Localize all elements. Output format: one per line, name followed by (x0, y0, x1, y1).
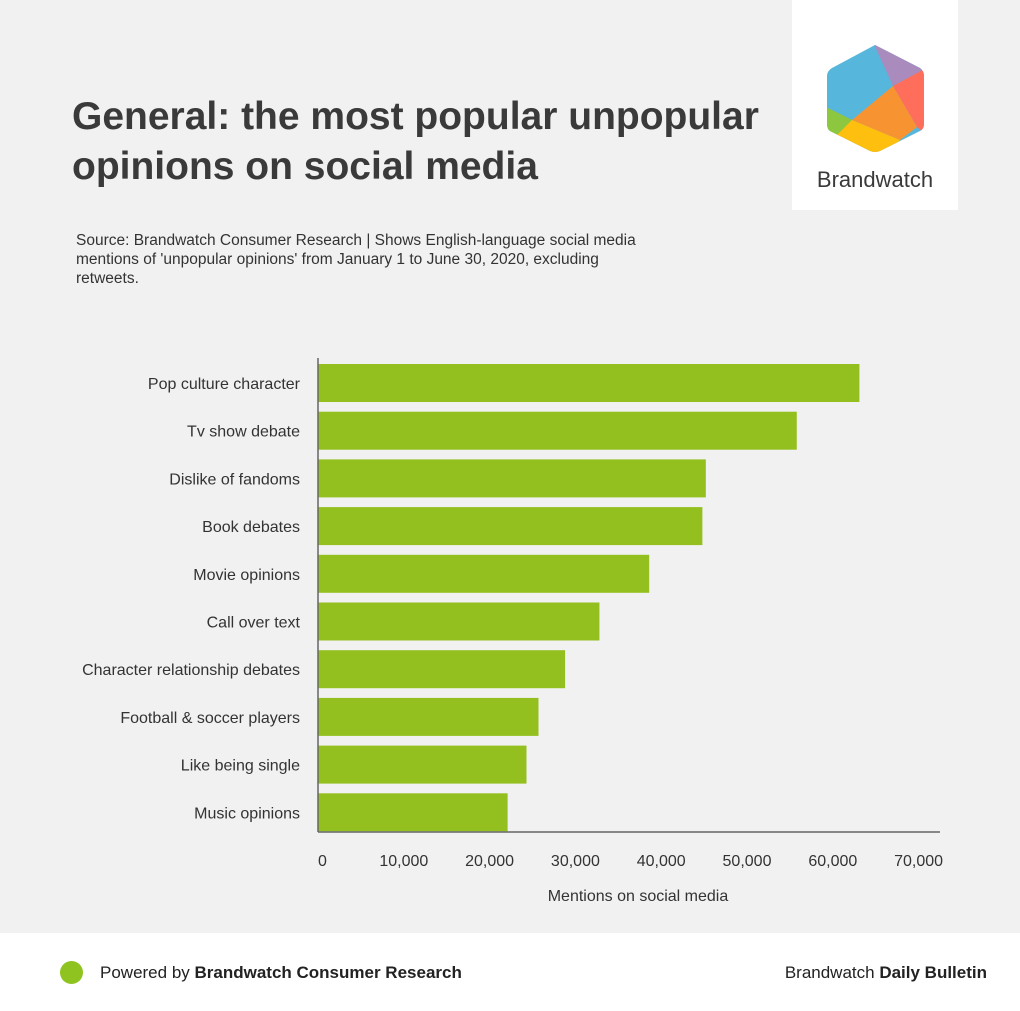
green-dot-icon (60, 961, 83, 984)
y-tick-label: Character relationship debates (82, 662, 300, 679)
y-tick-label: Movie opinions (193, 567, 300, 584)
x-tick-label: 0 (318, 853, 327, 870)
chart-title: General: the most popular unpopular opin… (72, 95, 759, 188)
bar-chart: Pop culture character Tv show debate Disli… (82, 358, 943, 905)
y-tick-label: Pop culture character (148, 376, 301, 393)
x-tick-label: 40,000 (637, 853, 686, 870)
x-tick-label: 30,000 (551, 853, 600, 870)
bar (318, 745, 527, 784)
x-tick-label: 60,000 (808, 853, 857, 870)
x-tick-label: 10,000 (379, 853, 428, 870)
powered-brand: Brandwatch Consumer Research (194, 963, 462, 982)
x-tick-label: 70,000 (894, 853, 943, 870)
bar (318, 507, 703, 546)
x-tick-label: 20,000 (465, 853, 514, 870)
y-tick-label: Music opinions (194, 805, 300, 822)
y-tick-label: Call over text (207, 615, 301, 632)
bar (318, 411, 797, 450)
bulletin-bold: Daily Bulletin (879, 963, 987, 982)
powered-prefix: Powered by (100, 963, 195, 982)
y-tick-label: Book debates (202, 519, 300, 536)
powered-by-text: Powered by Brandwatch Consumer Research (100, 963, 462, 983)
bar (318, 602, 600, 641)
bar (318, 697, 539, 736)
bar (318, 650, 566, 689)
footer: Powered by Brandwatch Consumer Research … (0, 933, 1020, 1011)
x-tick-label: 50,000 (723, 853, 772, 870)
daily-bulletin-text: Brandwatch Daily Bulletin (785, 963, 987, 983)
bar (318, 459, 706, 498)
x-axis-label: Mentions on social media (548, 888, 729, 905)
y-tick-label: Football & soccer players (120, 710, 300, 727)
logo-text: Brandwatch (816, 167, 934, 192)
y-tick-label: Dislike of fandoms (169, 471, 300, 488)
y-tick-label: Tv show debate (187, 424, 300, 441)
bar (318, 793, 508, 832)
y-tick-label: Like being single (181, 758, 300, 775)
brandwatch-logo: Brandwatch (792, 0, 958, 210)
hexagon-logo-icon (827, 45, 924, 152)
bar (318, 554, 650, 593)
chart-subtitle: Source: Brandwatch Consumer Research | S… (76, 232, 636, 287)
bulletin-prefix: Brandwatch (784, 963, 880, 982)
bar (318, 364, 860, 402)
